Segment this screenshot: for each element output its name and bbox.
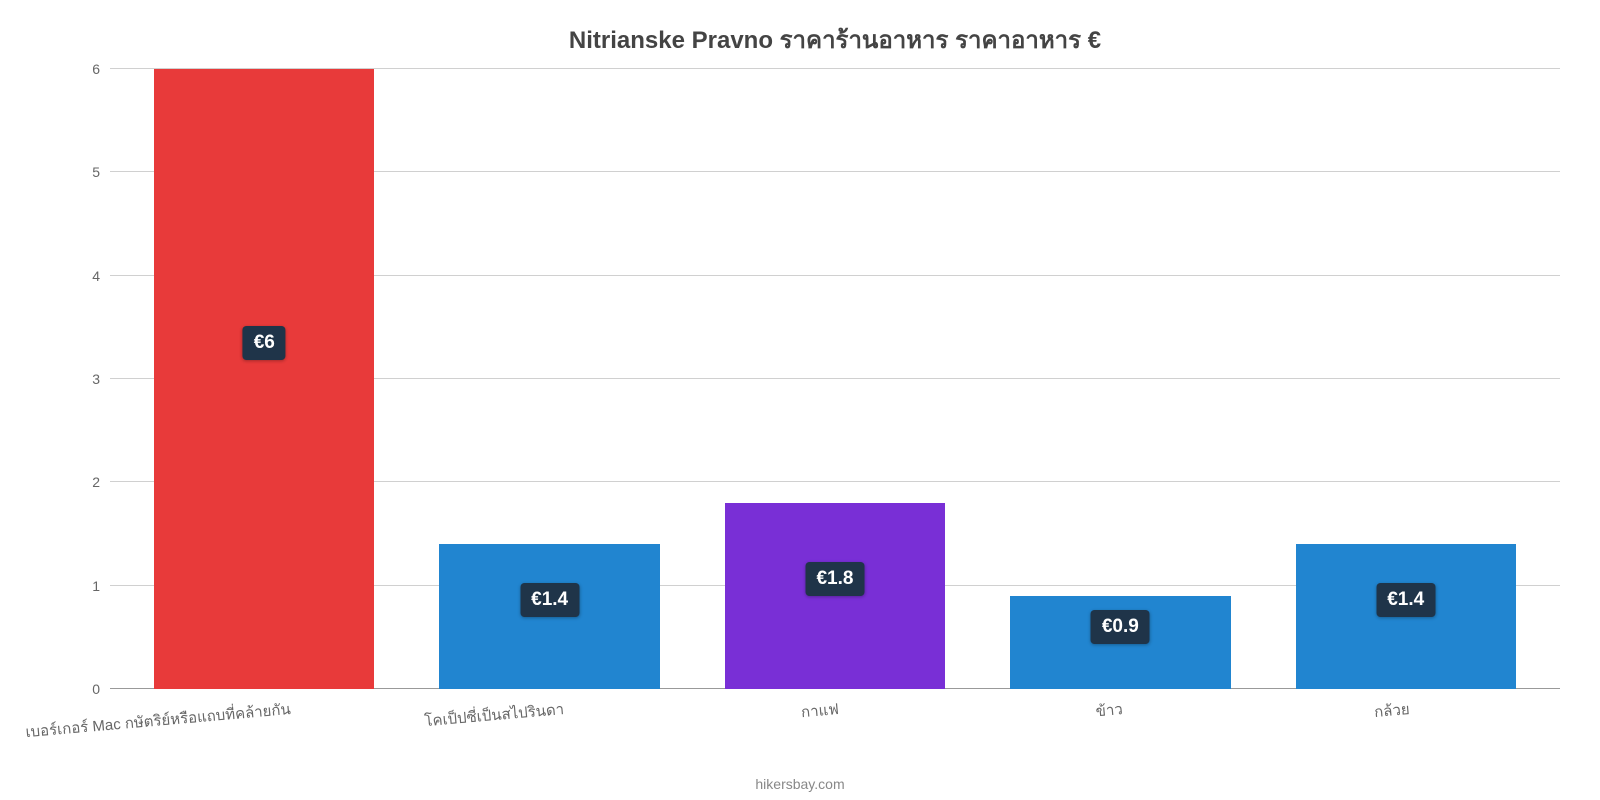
y-tick-label: 5: [60, 164, 100, 180]
x-axis-label: เบอร์เกอร์ Mac กษัตริย์หรือแถบที่คล้ายกั…: [25, 697, 292, 744]
x-axis-label: ข้าว: [1095, 697, 1124, 723]
bar: €0.9: [1010, 596, 1230, 689]
bar: €1.4: [1296, 544, 1516, 689]
x-axis-label: กล้วย: [1373, 697, 1410, 724]
value-badge: €1.4: [520, 583, 579, 617]
y-tick-label: 3: [60, 371, 100, 387]
y-axis: 0123456: [60, 69, 100, 689]
value-badge: €6: [243, 326, 286, 360]
y-tick-label: 2: [60, 474, 100, 490]
source-label: hikersbay.com: [755, 776, 844, 792]
y-tick-label: 6: [60, 61, 100, 77]
x-axis-label: กาแฟ: [800, 697, 840, 724]
plot-area: 0123456 €6€1.4€1.8€0.9€1.4: [110, 69, 1560, 689]
bar: €1.8: [725, 503, 945, 689]
bar: €1.4: [439, 544, 659, 689]
chart-container: Nitrianske Pravno ราคาร้านอาหาร ราคาอาหา…: [0, 0, 1600, 800]
y-tick-label: 0: [60, 681, 100, 697]
y-tick-label: 4: [60, 268, 100, 284]
value-badge: €1.4: [1376, 583, 1435, 617]
x-axis-label: โคเป็ปซี่เป็นสไปรินดา: [423, 697, 565, 733]
bar: €6: [154, 69, 374, 689]
value-badge: €1.8: [805, 562, 864, 596]
x-axis-labels: เบอร์เกอร์ Mac กษัตริย์หรือแถบที่คล้ายกั…: [110, 697, 1560, 737]
chart-title: Nitrianske Pravno ราคาร้านอาหาร ราคาอาหา…: [110, 20, 1560, 59]
value-badge: €0.9: [1091, 610, 1150, 644]
y-tick-label: 1: [60, 578, 100, 594]
